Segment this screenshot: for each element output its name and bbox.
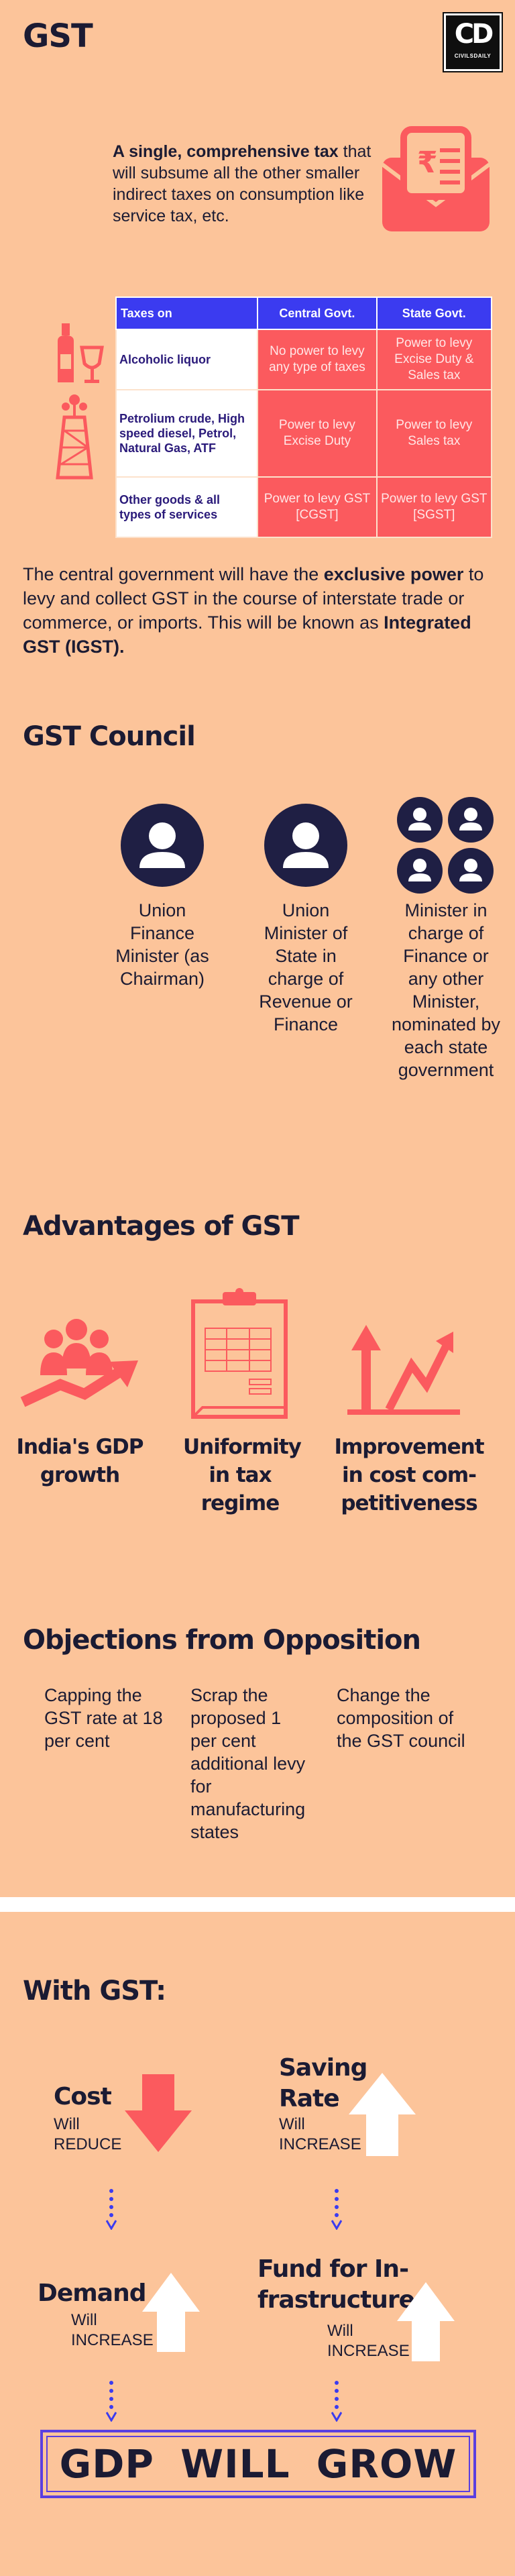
section-divider xyxy=(0,1897,515,1912)
advantage-gdp-growth: India's GDP growth xyxy=(16,1435,144,1487)
saving-rate-title: Saving Rate xyxy=(279,2054,367,2112)
table-cell: Alcoholic liquor xyxy=(115,329,259,390)
fund-will: Will xyxy=(327,2322,353,2340)
table-cell: Petrolium crude, High speed diesel, Petr… xyxy=(115,389,259,478)
table-cell: Power to levy Sales tax xyxy=(376,389,493,478)
tax-envelope-icon: ₹ xyxy=(381,126,491,231)
fund-infrastructure-title: Fund for In-frastructure xyxy=(258,2255,415,2314)
table-cell: Power to levy GST [SGST] xyxy=(376,476,493,538)
objection-item: Change the composition of the GST counci… xyxy=(337,1685,465,1751)
table-row: Other goods & all types of services Powe… xyxy=(115,476,493,538)
dotted-arrow-icon xyxy=(331,2381,342,2422)
cost-effect: REDUCE xyxy=(54,2135,122,2153)
up-arrow-icon xyxy=(142,2273,200,2352)
gdp-growth-icon xyxy=(20,1319,138,1407)
fund-effect: INCREASE xyxy=(327,2342,410,2360)
gdp-conclusion-text: GDP WILL GROW xyxy=(59,2441,457,2487)
saving-effect: INCREASE xyxy=(279,2135,361,2153)
table-header: State Govt. xyxy=(376,297,493,330)
igst-paragraph: The central government will have the exc… xyxy=(23,564,484,657)
council-member-minister-of-state: Union Minister of State in charge of Rev… xyxy=(259,900,353,1034)
user-icon xyxy=(121,804,204,887)
table-cell: Other goods & all types of services xyxy=(115,476,259,538)
group-users-icon xyxy=(397,797,494,894)
table-cell: Power to levy Excise Duty & Sales tax xyxy=(376,329,493,390)
council-member-state-ministers: Minister in charge of Finance or any oth… xyxy=(391,900,501,1080)
intro-text: A single, comprehensive tax that will su… xyxy=(113,142,371,225)
user-icon xyxy=(264,804,347,887)
objection-item: Capping the GST rate at 18 per cent xyxy=(44,1685,163,1751)
council-member-finance-minister: Union Finance Minister (as Chairman) xyxy=(115,900,209,989)
cost-will: Will xyxy=(54,2115,80,2133)
table-cell: No power to levy any type of taxes xyxy=(257,329,378,390)
cost-title: Cost xyxy=(54,2083,112,2110)
saving-will: Will xyxy=(279,2115,305,2133)
dotted-arrow-icon xyxy=(331,2189,342,2230)
advantage-uniformity: Uniformity in tax regime xyxy=(183,1435,302,1515)
liquor-bottle-icon xyxy=(58,323,104,383)
civilsdaily-logo: CD CIVILSDAILY xyxy=(443,12,503,72)
dotted-arrow-icon xyxy=(106,2381,117,2422)
table-header: Taxes on xyxy=(115,297,259,330)
demand-title: Demand xyxy=(38,2279,147,2307)
section-title-council: GST Council xyxy=(23,721,196,752)
demand-effect: INCREASE xyxy=(71,2331,154,2349)
section-title-with-gst: With GST: xyxy=(23,1976,166,2006)
table-row: Petrolium crude, High speed diesel, Petr… xyxy=(115,389,493,478)
up-arrow-icon xyxy=(397,2282,455,2361)
down-arrow-icon xyxy=(125,2074,192,2152)
section-title-advantages: Advantages of GST xyxy=(23,1211,299,1242)
table-cell: Power to levy Excise Duty xyxy=(257,389,378,478)
table-row: Alcoholic liquor No power to levy any ty… xyxy=(115,329,493,390)
dotted-arrow-icon xyxy=(106,2189,117,2230)
clipboard-icon xyxy=(191,1288,288,1419)
svg-text:₹: ₹ xyxy=(417,146,438,180)
demand-will: Will xyxy=(71,2311,97,2329)
table-header: Central Govt. xyxy=(257,297,378,330)
gdp-conclusion-box: GDP WILL GROW xyxy=(40,2430,476,2498)
oil-rig-icon xyxy=(56,394,93,480)
table-header-row: Taxes on Central Govt. State Govt. xyxy=(115,297,493,330)
table-cell: Power to levy GST [CGST] xyxy=(257,476,378,538)
up-arrow-icon xyxy=(349,2073,416,2156)
advantage-cost-competitiveness: Improvement in cost com-petitiveness xyxy=(334,1435,484,1515)
cost-chart-icon xyxy=(347,1325,460,1415)
section-title-objections: Objections from Opposition xyxy=(23,1625,421,1656)
page-title: GST xyxy=(23,17,93,55)
objection-item: Scrap the proposed 1 per cent additional… xyxy=(190,1685,306,1842)
tax-powers-table: Taxes on Central Govt. State Govt. Alcoh… xyxy=(115,297,493,538)
